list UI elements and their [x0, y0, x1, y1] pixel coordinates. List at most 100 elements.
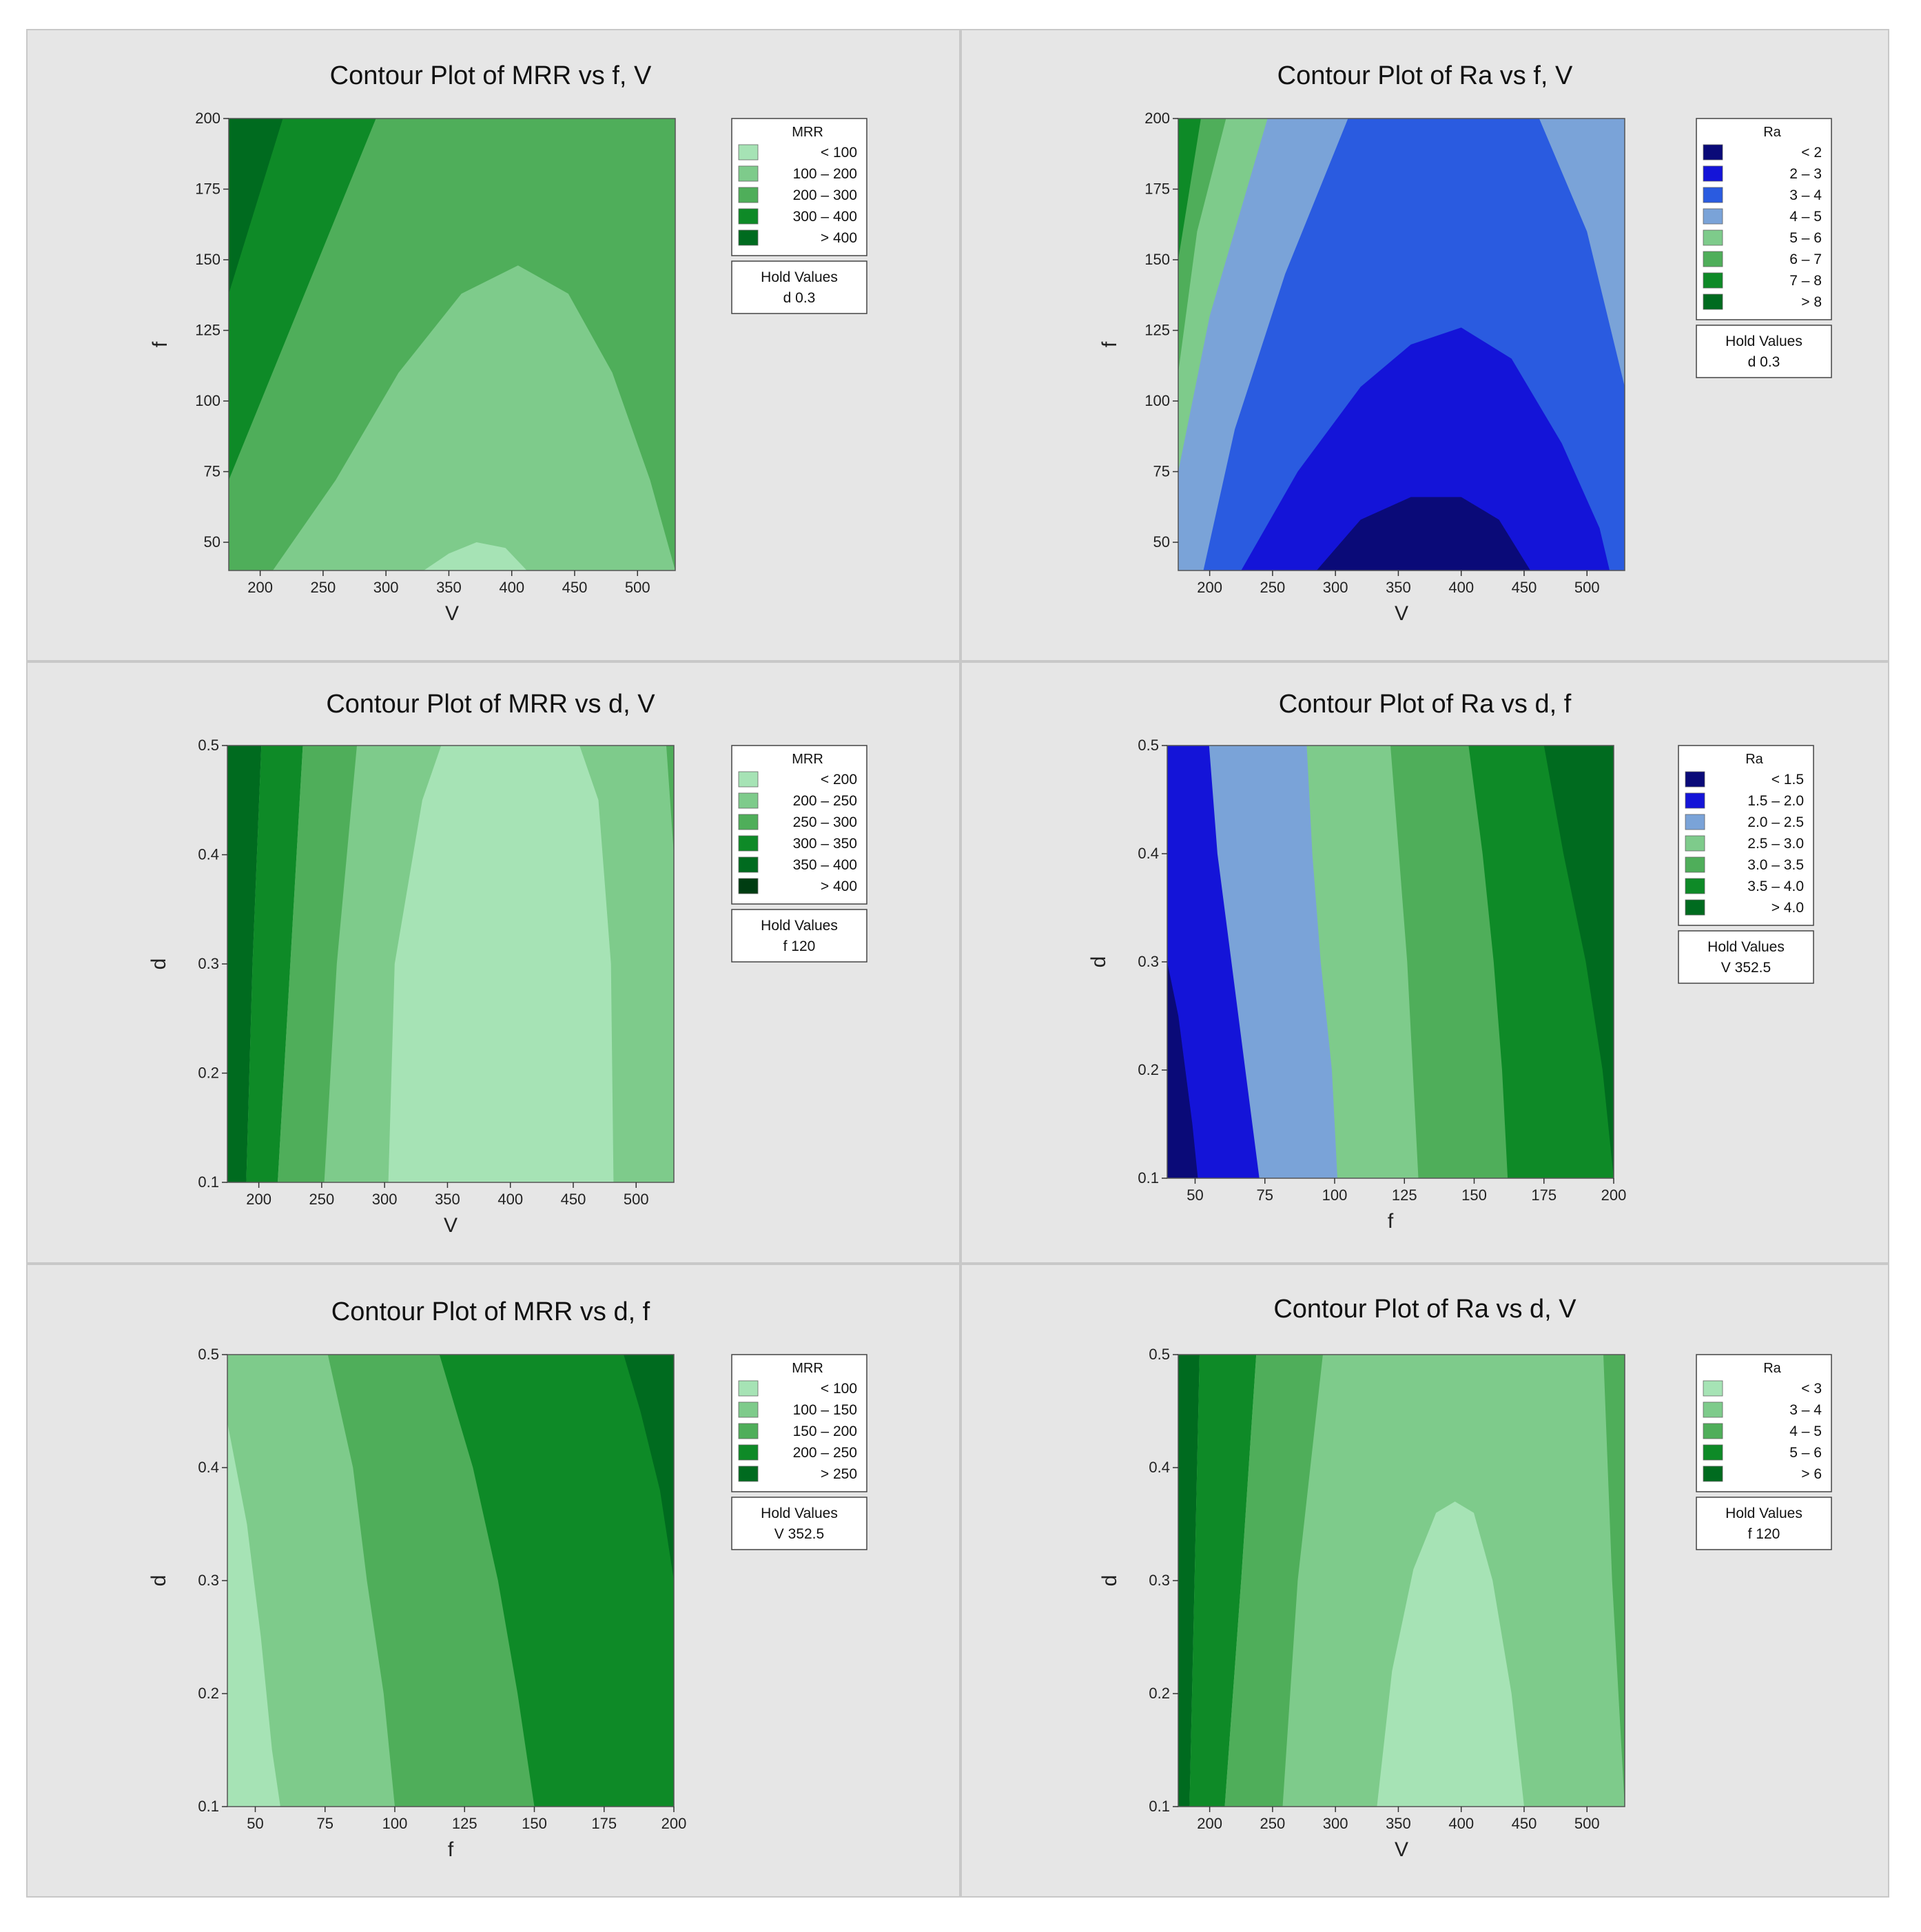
y-tick-label: 0.5 [198, 1346, 219, 1363]
legend: MRR < 100 100 – 150 150 – 200 200 – 250 > 250 [731, 1354, 867, 1492]
x-tick-label: 500 [624, 1191, 649, 1208]
legend-swatch [1685, 878, 1705, 894]
legend: Ra < 3 3 – 4 4 – 5 5 – 6 > 6 [1696, 1354, 1832, 1492]
legend-entry-label: < 100 [821, 145, 857, 161]
legend-swatch [738, 878, 759, 894]
legend-entry-label: > 4.0 [1771, 900, 1804, 916]
contour-region-7 [1316, 497, 1531, 571]
contour-region-2 [229, 119, 283, 294]
contour-region-6 [1241, 327, 1610, 571]
contour-regions [1178, 119, 1625, 571]
x-tick-label: 300 [1323, 1815, 1348, 1832]
legend-entry-label: 7 – 8 [1789, 273, 1822, 289]
x-axis-label: f [448, 1838, 454, 1861]
x-axis-label: V [1395, 602, 1408, 625]
legend-swatch [738, 792, 759, 809]
legend-title: MRR [792, 752, 823, 767]
contour-region-3 [1224, 1355, 1323, 1807]
legend-swatch [738, 856, 759, 873]
legend-swatch [1703, 208, 1723, 225]
y-tick-label: 0.4 [1138, 845, 1159, 862]
legend-swatch [1685, 899, 1705, 916]
hold-values-value: f 120 [783, 938, 816, 954]
hold-values-frame [1696, 325, 1832, 378]
legend-entry-label: < 2 [1801, 145, 1822, 161]
chart-6: Contour Plot of Ra vs d, V 200 250 300 350 40… [1098, 1295, 1832, 1861]
hold-values-title: Hold Values [1725, 333, 1802, 349]
legend-title: Ra [1745, 752, 1763, 767]
x-tick-label: 200 [246, 1191, 271, 1208]
legend-swatch [738, 187, 759, 203]
x-tick-label: 150 [1461, 1186, 1487, 1204]
x-tick-label: 250 [309, 1191, 335, 1208]
chart-title: Contour Plot of MRR vs f, V [330, 61, 652, 90]
chart-title: Contour Plot of Ra vs d, f [1279, 690, 1572, 719]
legend-swatch [738, 835, 759, 852]
x-tick-label: 200 [1197, 1815, 1222, 1832]
y-axis-label: f [1098, 341, 1121, 347]
legend-entry-label: 3 – 4 [1789, 187, 1822, 203]
hold-values-frame [731, 909, 867, 963]
legend-title: MRR [792, 1361, 823, 1376]
x-tick-label: 125 [452, 1815, 477, 1832]
legend-entry-label: 5 – 6 [1789, 1445, 1822, 1461]
y-tick-label: 125 [1144, 322, 1170, 339]
legend-entry-label: 300 – 350 [793, 836, 857, 852]
plot-frame [228, 118, 676, 571]
y-tick-label: 0.5 [198, 737, 219, 754]
legend-swatch [738, 1380, 759, 1397]
legend-entry-label: 3.5 – 4.0 [1747, 878, 1804, 894]
y-tick-label: 0.3 [198, 1572, 219, 1589]
contour-region-6 [1167, 962, 1198, 1178]
legend-entry-label: 350 – 400 [793, 857, 857, 873]
x-tick-label: 175 [1531, 1186, 1557, 1204]
chart-3: Contour Plot of MRR vs d, V 200 250 300 350 4… [147, 690, 867, 1237]
x-tick-label: 400 [499, 579, 524, 596]
y-tick-label: 0.3 [198, 955, 219, 972]
x-tick-label: 50 [1186, 1186, 1203, 1204]
y-tick-label: 50 [1153, 533, 1170, 551]
x-axis-label: V [1395, 1838, 1408, 1861]
chart-title: Contour Plot of Ra vs d, V [1273, 1295, 1576, 1324]
contour-region-1 [229, 119, 376, 480]
legend-swatch [1703, 1401, 1723, 1418]
contour-regions [229, 119, 675, 571]
x-axis-label: V [445, 602, 459, 625]
hold-values-value: V 352.5 [1721, 960, 1771, 976]
x-tick-label: 250 [1260, 579, 1286, 596]
y-tick-label: 125 [195, 322, 220, 339]
x-tick-label: 450 [562, 579, 588, 596]
x-tick-label: 450 [1512, 1815, 1537, 1832]
y-tick-label: 175 [1144, 181, 1170, 198]
chart-1: Contour Plot of MRR vs f, V 200 250 300 350 4… [149, 61, 867, 625]
legend-swatch [738, 229, 759, 246]
x-tick-label: 350 [1386, 1815, 1411, 1832]
contour-region-2 [1539, 119, 1625, 387]
legend: Ra < 1.5 1.5 – 2.0 2.0 – 2.5 2.5 – 3.0 3.0 – … [1678, 745, 1814, 926]
y-tick-label: 0.1 [198, 1173, 219, 1191]
contour-region-4 [388, 746, 614, 1182]
legend-entry-label: 100 – 200 [793, 166, 857, 182]
hold-values-value: f 120 [1748, 1526, 1780, 1542]
y-axis-label: d [147, 1575, 170, 1587]
x-tick-label: 150 [522, 1815, 547, 1832]
legend-entry-label: 150 – 200 [793, 1424, 857, 1439]
plot-frame [1178, 118, 1625, 571]
legend: Ra < 2 2 – 3 3 – 4 4 – 5 5 – 6 6 – 7 7 – 8 > 8 [1696, 118, 1832, 320]
hold-values-box: Hold Values d 0.3 [1696, 325, 1832, 378]
contour-region-4 [423, 542, 527, 571]
legend-swatch [1703, 144, 1723, 161]
contour-region-3 [272, 265, 675, 571]
legend-entry-label: 5 – 6 [1789, 230, 1822, 246]
contour-region-3 [278, 746, 357, 1182]
hold-values-frame [731, 260, 867, 314]
legend-entry-label: < 1.5 [1771, 772, 1804, 788]
contour-region-5 [1178, 119, 1201, 260]
x-tick-label: 500 [1574, 579, 1600, 596]
legend-swatch [738, 1466, 759, 1482]
contour-regions [227, 746, 674, 1182]
legend-swatch [1685, 835, 1705, 852]
x-tick-label: 200 [661, 1815, 687, 1832]
legend-title: MRR [792, 125, 823, 140]
hold-values-box: Hold Values V 352.5 [1678, 930, 1814, 984]
